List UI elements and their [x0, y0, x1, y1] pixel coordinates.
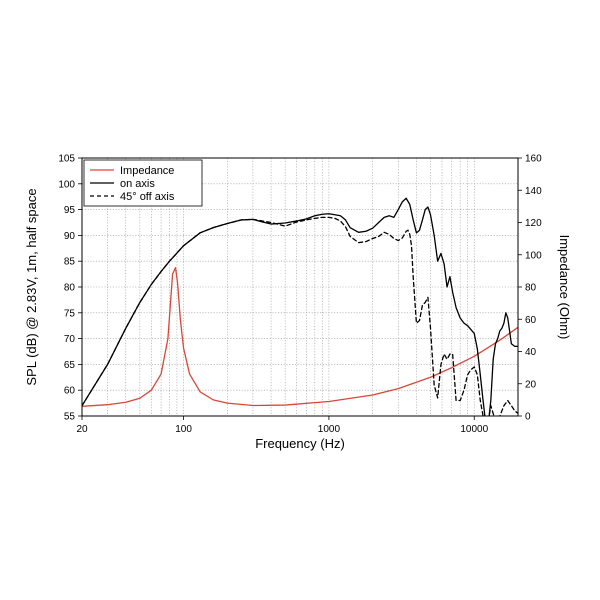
y-right-tick-label: 0	[525, 412, 531, 423]
series-group	[82, 197, 518, 416]
x-tick-label: 100	[175, 424, 192, 435]
y-right-tick-label: 100	[525, 250, 542, 261]
impedance-curve	[82, 266, 518, 407]
y-left-tick-label: 100	[58, 179, 75, 190]
y-left-tick-label: 105	[58, 154, 75, 165]
y-right-tick-label: 140	[525, 186, 542, 197]
y-axis-left-label: SPL (dB) @ 2.83V, 1m, half space	[24, 188, 39, 385]
y-left-tick-label: 75	[64, 308, 76, 319]
off-axis-curve	[82, 216, 518, 416]
y-right-tick-label: 40	[525, 347, 537, 358]
y-axis-right-label: Impedance (Ohm)	[557, 235, 572, 340]
grid	[82, 158, 518, 416]
y-left-tick-label: 70	[64, 334, 76, 345]
y-left-tick-label: 95	[64, 205, 76, 216]
y-left-tick-label: 55	[64, 412, 76, 423]
x-tick-label: 20	[76, 424, 88, 435]
y-left-tick-label: 80	[64, 283, 76, 294]
series-clip-group	[82, 197, 518, 416]
y-left-tick-label: 65	[64, 360, 76, 371]
y-left-tick-label: 90	[64, 231, 76, 242]
y-left-tick-label: 60	[64, 386, 76, 397]
x-tick-label: 10000	[460, 424, 488, 435]
x-axis-label: Frequency (Hz)	[255, 436, 345, 451]
y-right-tick-label: 20	[525, 379, 537, 390]
legend-label-impedance: Impedance	[120, 165, 174, 177]
tick-labels: 55 60 65 70 75 80 85 90 95 100 105 0 20 40 60 80 100 120 1…	[58, 154, 542, 436]
y-right-tick-label: 60	[525, 315, 537, 326]
y-right-tick-label: 120	[525, 218, 542, 229]
y-right-tick-label: 160	[525, 154, 542, 165]
legend-label-on-axis: on axis	[120, 178, 155, 190]
y-left-tick-label: 85	[64, 257, 76, 268]
legend-label-off-axis: 45° off axis	[120, 191, 175, 203]
legend: Impedance on axis 45° off axis	[83, 159, 203, 207]
y-right-tick-label: 80	[525, 283, 537, 294]
x-tick-label: 1000	[318, 424, 341, 435]
